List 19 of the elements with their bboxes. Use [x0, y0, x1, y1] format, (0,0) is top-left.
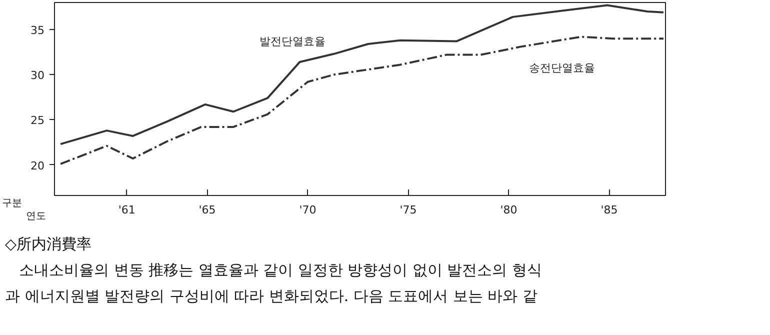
text: ◇所内消費率 [5, 234, 93, 254]
y-tick-label: 20 [30, 159, 45, 172]
series-label: 송전단열효율 [528, 62, 595, 75]
line-series [60, 4, 664, 146]
y-tick-label: 30 [30, 69, 45, 82]
x-tick-label: '80 [500, 204, 518, 216]
y-tick-label: 25 [30, 114, 45, 128]
y-tick-label: 35 [30, 24, 45, 38]
x-tick-label: '75 [400, 204, 417, 216]
series-label: 발전단열효율 [260, 35, 326, 48]
line-series [60, 36, 664, 165]
text: 소내소비율의 변동 推移는 열효율과 같이 일정한 방향성이 없이 발전소의 형식 [19, 260, 542, 280]
x-tick-label: '65 [198, 204, 216, 216]
text: 과 에너지원별 발전량의 구성비에 따라 변화되었다. 다음 도표에서 보는 바와 같 [5, 286, 538, 306]
x-tick-label: '85 [600, 204, 618, 216]
x-tick-label: '70 [299, 204, 316, 216]
y-axis-title: 구분 [2, 197, 22, 211]
x-axis-title: 연도 [26, 210, 46, 224]
x-tick-label: '61 [118, 204, 136, 216]
